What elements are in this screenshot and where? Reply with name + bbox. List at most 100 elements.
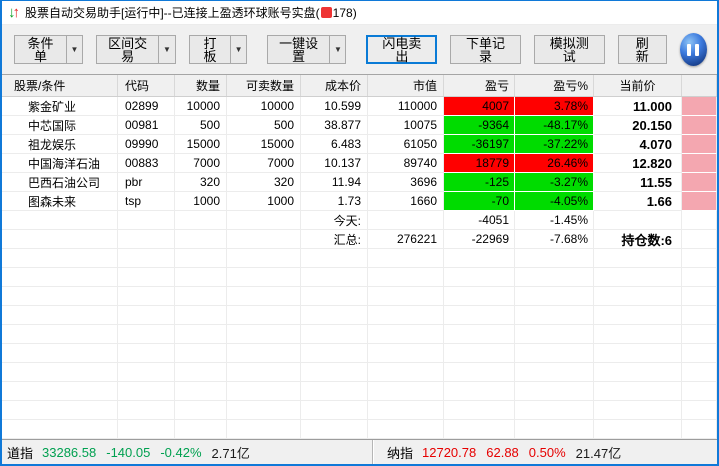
cell-blank: [682, 325, 717, 344]
cell-pl: -9364: [444, 116, 515, 135]
empty-row: [2, 363, 717, 382]
header-cost-price[interactable]: 成本价: [301, 75, 368, 96]
position-row[interactable]: 巴西石油公司 pbr 320 320 11.94 3696 -125 -3.27% 11.55: [2, 173, 717, 192]
position-row[interactable]: 中芯国际 00981 500 500 38.877 10075 -9364 -48.17% 20…: [2, 116, 717, 135]
table-header: 股票/条件 代码 数量 可卖数量 成本价 市值 盈亏 盈亏% 当前价: [2, 75, 717, 97]
empty-row: [2, 382, 717, 401]
cell-current-price: [594, 382, 682, 401]
simulation-test-button[interactable]: 模拟测试: [533, 35, 605, 64]
cell-sellable-qty: [227, 268, 301, 287]
dow-change: -140.05: [106, 444, 151, 460]
statusbar: 道指 33286.58 -140.05 -0.42% 2.71亿 纳指 1272…: [2, 439, 717, 464]
cell-current-price: 4.070: [594, 135, 682, 154]
flash-sell-button[interactable]: 闪电卖出: [366, 35, 438, 64]
cell-blank: [682, 306, 717, 325]
one-key-settings-button[interactable]: 一键设置: [266, 35, 330, 64]
cell-sellable-qty: [227, 344, 301, 363]
position-row[interactable]: 紫金矿业 02899 10000 10000 10.599 110000 4007 3.78%…: [2, 97, 717, 116]
position-row[interactable]: 中国海洋石油 00883 7000 7000 10.137 89740 18779 26.46…: [2, 154, 717, 173]
nasdaq-label: 纳指: [387, 445, 414, 461]
cell-qty: [175, 211, 227, 230]
cell-qty: [175, 268, 227, 287]
cell-sellable-qty: 15000: [227, 135, 301, 154]
cell-cost-price: 11.94: [301, 173, 368, 192]
cell-qty: [175, 382, 227, 401]
refresh-button[interactable]: 刷新: [617, 35, 667, 64]
dow-turnover: 2.71亿: [211, 445, 250, 461]
pause-button[interactable]: [679, 33, 707, 66]
cell-sellable-qty: 320: [227, 173, 301, 192]
cell-qty: 1000: [175, 192, 227, 211]
cell-sellable-qty: [227, 211, 301, 230]
cell-market-value: 61050: [368, 135, 444, 154]
cell-pl-pct: [515, 344, 594, 363]
cell-blank: [682, 363, 717, 382]
cell-market-value: 3696: [368, 173, 444, 192]
masked-cell: [682, 116, 717, 135]
cell-sellable-qty: [227, 230, 301, 249]
cell-pl: -125: [444, 173, 515, 192]
cell-pl: -22969: [444, 230, 515, 249]
cell-market-value: 1660: [368, 192, 444, 211]
cell-pl: [444, 363, 515, 382]
empty-row: [2, 287, 717, 306]
cell-market-value: [368, 401, 444, 420]
cell-pl-pct: [515, 325, 594, 344]
cell-code: [118, 401, 175, 420]
cell-qty: [175, 363, 227, 382]
cell-current-price: 1.66: [594, 192, 682, 211]
nasdaq-turnover: 21.47亿: [575, 445, 622, 461]
range-trade-dropdown-icon[interactable]: ▼: [158, 35, 176, 64]
cell-current-price: [594, 306, 682, 325]
one-key-settings-dropdown-icon[interactable]: ▼: [329, 35, 347, 64]
header-stock-condition[interactable]: 股票/条件: [2, 75, 118, 96]
limit-up-board-dropdown-icon[interactable]: ▼: [230, 35, 247, 64]
cell-name: [2, 268, 118, 287]
position-row[interactable]: 祖龙娱乐 09990 15000 15000 6.483 61050 -36197 -37.2…: [2, 135, 717, 154]
cell-cost-price: [301, 401, 368, 420]
order-record-button[interactable]: 下单记录: [450, 35, 521, 64]
cell-pl: -70: [444, 192, 515, 211]
cell-pl: [444, 287, 515, 306]
range-trade-button[interactable]: 区间交易: [95, 35, 159, 64]
cell-cost-price: [301, 344, 368, 363]
cell-code: [118, 344, 175, 363]
cell-name: [2, 325, 118, 344]
header-sellable-qty[interactable]: 可卖数量: [227, 75, 301, 96]
cell-pl: [444, 325, 515, 344]
limit-up-board-button[interactable]: 打板: [188, 35, 231, 64]
cell-blank: [682, 287, 717, 306]
cell-current-price: [594, 268, 682, 287]
cell-current-price: [594, 344, 682, 363]
cell-name: [2, 401, 118, 420]
header-pl[interactable]: 盈亏: [444, 75, 515, 96]
cell-pl-pct: -4.05%: [515, 192, 594, 211]
cell-qty: [175, 401, 227, 420]
cell-current-price: [594, 420, 682, 439]
cell-pl: [444, 420, 515, 439]
header-qty[interactable]: 数量: [175, 75, 227, 96]
conditional-order-button[interactable]: 条件单: [14, 35, 67, 64]
cell-pl-pct: -48.17%: [515, 116, 594, 135]
cell-cost-price: [301, 287, 368, 306]
cell-current-price: 20.150: [594, 116, 682, 135]
conditional-order-dropdown-icon[interactable]: ▼: [66, 35, 83, 64]
cell-name: [2, 420, 118, 439]
cell-market-value: [368, 382, 444, 401]
header-pl-pct[interactable]: 盈亏%: [515, 75, 594, 96]
cell-code: 00883: [118, 154, 175, 173]
cell-code: 09990: [118, 135, 175, 154]
header-market-value[interactable]: 市值: [368, 75, 444, 96]
cell-qty: [175, 249, 227, 268]
cell-code: pbr: [118, 173, 175, 192]
app-updown-arrows-icon: ↓↑: [8, 4, 20, 21]
cell-cost-price: 38.877: [301, 116, 368, 135]
cell-sellable-qty: 500: [227, 116, 301, 135]
cell-cost-price: [301, 420, 368, 439]
cell-cost-price: 10.137: [301, 154, 368, 173]
position-row[interactable]: 图森未来 tsp 1000 1000 1.73 1660 -70 -4.05% 1.66: [2, 192, 717, 211]
header-code[interactable]: 代码: [118, 75, 175, 96]
nasdaq-index-panel: 纳指 12720.78 62.88 0.50% 21.47亿: [373, 440, 717, 464]
header-current-price[interactable]: 当前价: [594, 75, 682, 96]
